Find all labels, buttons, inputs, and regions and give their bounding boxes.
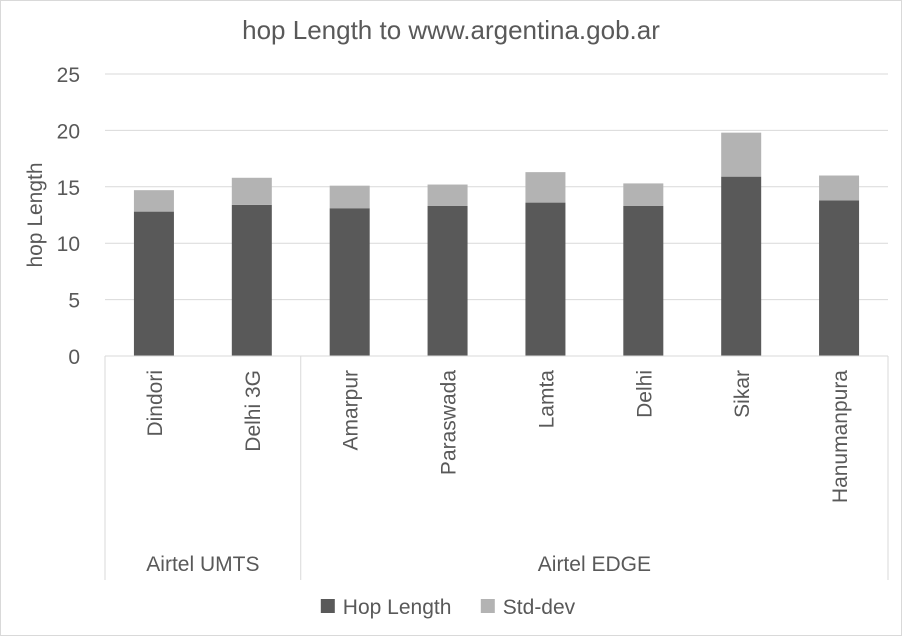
bar-hop-length	[623, 205, 664, 356]
bar-std-dev	[721, 132, 762, 177]
bar-hop-length	[819, 200, 860, 356]
bar-hop-length	[329, 208, 370, 356]
bar-hop-length	[525, 202, 566, 356]
chart-title: hop Length to www.argentina.gob.ar	[242, 15, 660, 45]
y-tick-label: 0	[68, 346, 80, 369]
x-tick-label: Delhi	[633, 370, 656, 418]
x-tick-label: Amarpur	[340, 370, 363, 451]
tick-labels: 0 5 10 15 20 25 Dindori Delhi 3G Amarpur Paraswad…	[57, 64, 852, 576]
x-tick-label: Sikar	[731, 370, 754, 418]
bar-std-dev	[525, 172, 566, 203]
x-tick-label: Dindori	[144, 370, 167, 437]
bar-std-dev	[623, 183, 664, 206]
bar-hop-length	[231, 204, 272, 356]
legend-swatch	[320, 599, 335, 613]
bar-std-dev	[819, 175, 860, 201]
x-tick-label: Delhi 3G	[242, 370, 265, 452]
x-tick-label: Lamta	[535, 370, 558, 429]
bars	[133, 132, 860, 356]
x-tick-label: Hanumanpura	[829, 370, 852, 503]
x-axis	[104, 355, 889, 580]
group-label: Airtel UMTS	[146, 553, 259, 576]
y-tick-label: 20	[57, 120, 80, 143]
group-label: Airtel EDGE	[538, 553, 651, 576]
bar-hop-length	[427, 205, 468, 356]
bar-hop-length	[721, 176, 762, 356]
legend-label: Std-dev	[503, 596, 576, 619]
y-tick-label: 25	[57, 64, 80, 87]
legend: Hop Length Std-dev	[320, 596, 576, 619]
bar-std-dev	[427, 184, 468, 206]
y-tick-label: 5	[68, 290, 80, 313]
legend-swatch	[480, 599, 495, 613]
bar-hop-length	[133, 211, 174, 356]
y-axis-label: hop Length	[24, 162, 47, 267]
y-tick-label: 15	[57, 177, 80, 200]
bar-std-dev	[329, 185, 370, 209]
bar-std-dev	[133, 190, 174, 212]
y-tick-label: 10	[57, 233, 80, 256]
x-tick-label: Paraswada	[438, 370, 461, 475]
legend-label: Hop Length	[343, 596, 452, 619]
bar-std-dev	[231, 177, 272, 205]
